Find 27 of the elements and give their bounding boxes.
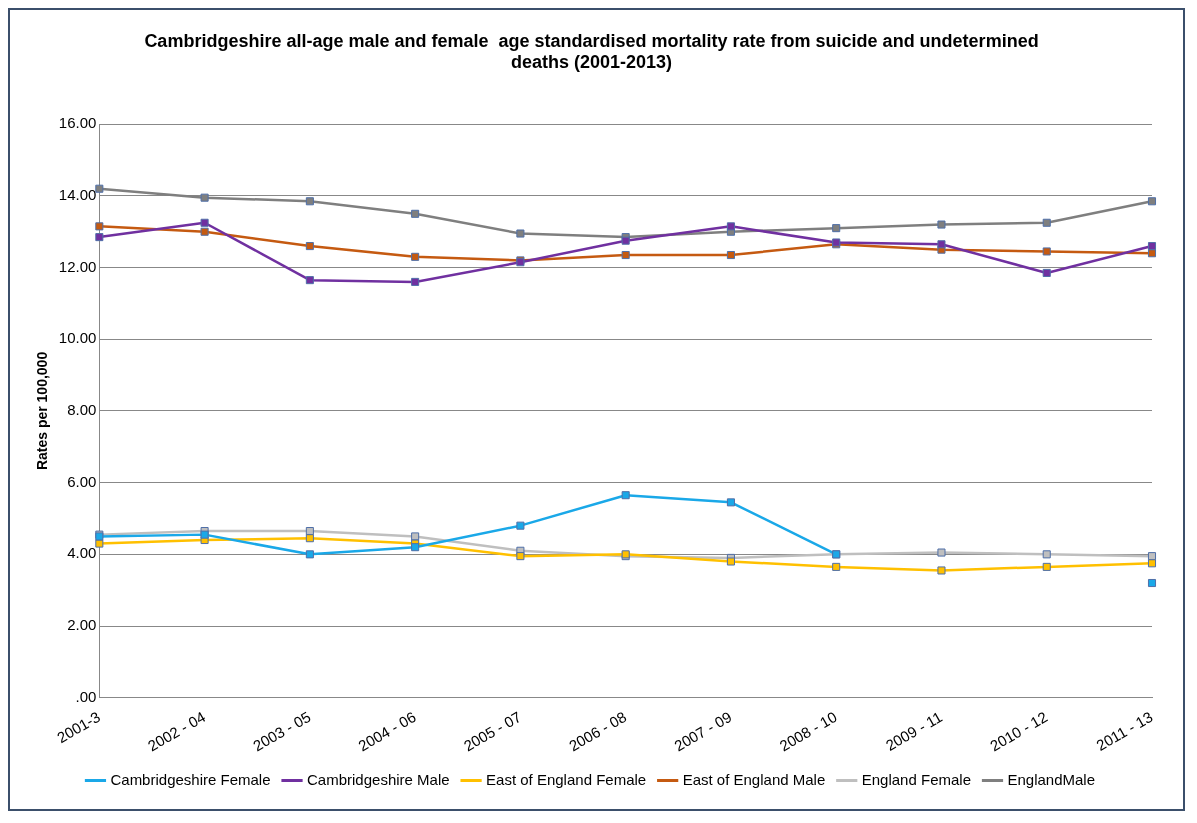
x-tick-label: 2007 - 09 xyxy=(671,707,735,755)
legend-label: East of England Female xyxy=(486,770,647,788)
legend-label: England Female xyxy=(861,770,971,788)
y-tick-label: 2.00 xyxy=(67,616,97,634)
legend-label: Cambridgeshire Female xyxy=(110,770,271,788)
x-tick-label: 2008 - 10 xyxy=(776,707,840,755)
y-tick-label: 6.00 xyxy=(67,472,97,490)
x-tick-label: 2002 - 04 xyxy=(144,707,209,755)
x-tick-label: 2006 - 08 xyxy=(565,707,630,755)
legend-label: East of England Male xyxy=(682,770,826,788)
x-tick-label: 2003 - 05 xyxy=(250,707,314,755)
x-tick-label: 2009 - 11 xyxy=(882,707,946,754)
x-tick-label: 2011 - 13 xyxy=(1093,707,1156,754)
y-tick-label: 8.00 xyxy=(67,401,97,419)
y-tick-label: 16.00 xyxy=(58,114,97,132)
x-tick-label: 2010 - 12 xyxy=(986,707,1051,755)
chart-title: Cambridgeshire all-age male and female age standardised mortality rate from suicide and undetermined deaths (2001-2013) xyxy=(144,30,1039,73)
y-axis-title: Rates per 100,000 xyxy=(34,351,51,471)
y-tick-label: .00 xyxy=(75,687,97,705)
y-tick-label: 14.00 xyxy=(58,186,97,204)
legend-label: EnglandMale xyxy=(1007,770,1096,788)
x-tick-label: 2004 - 06 xyxy=(355,707,419,755)
y-tick-label: 12.00 xyxy=(58,257,97,275)
y-tick-label: 4.00 xyxy=(67,544,97,562)
x-tick-label: 2005 - 07 xyxy=(460,707,524,755)
y-tick-label: 10.00 xyxy=(58,329,97,347)
legend-label: Cambridgeshire Male xyxy=(307,770,450,788)
